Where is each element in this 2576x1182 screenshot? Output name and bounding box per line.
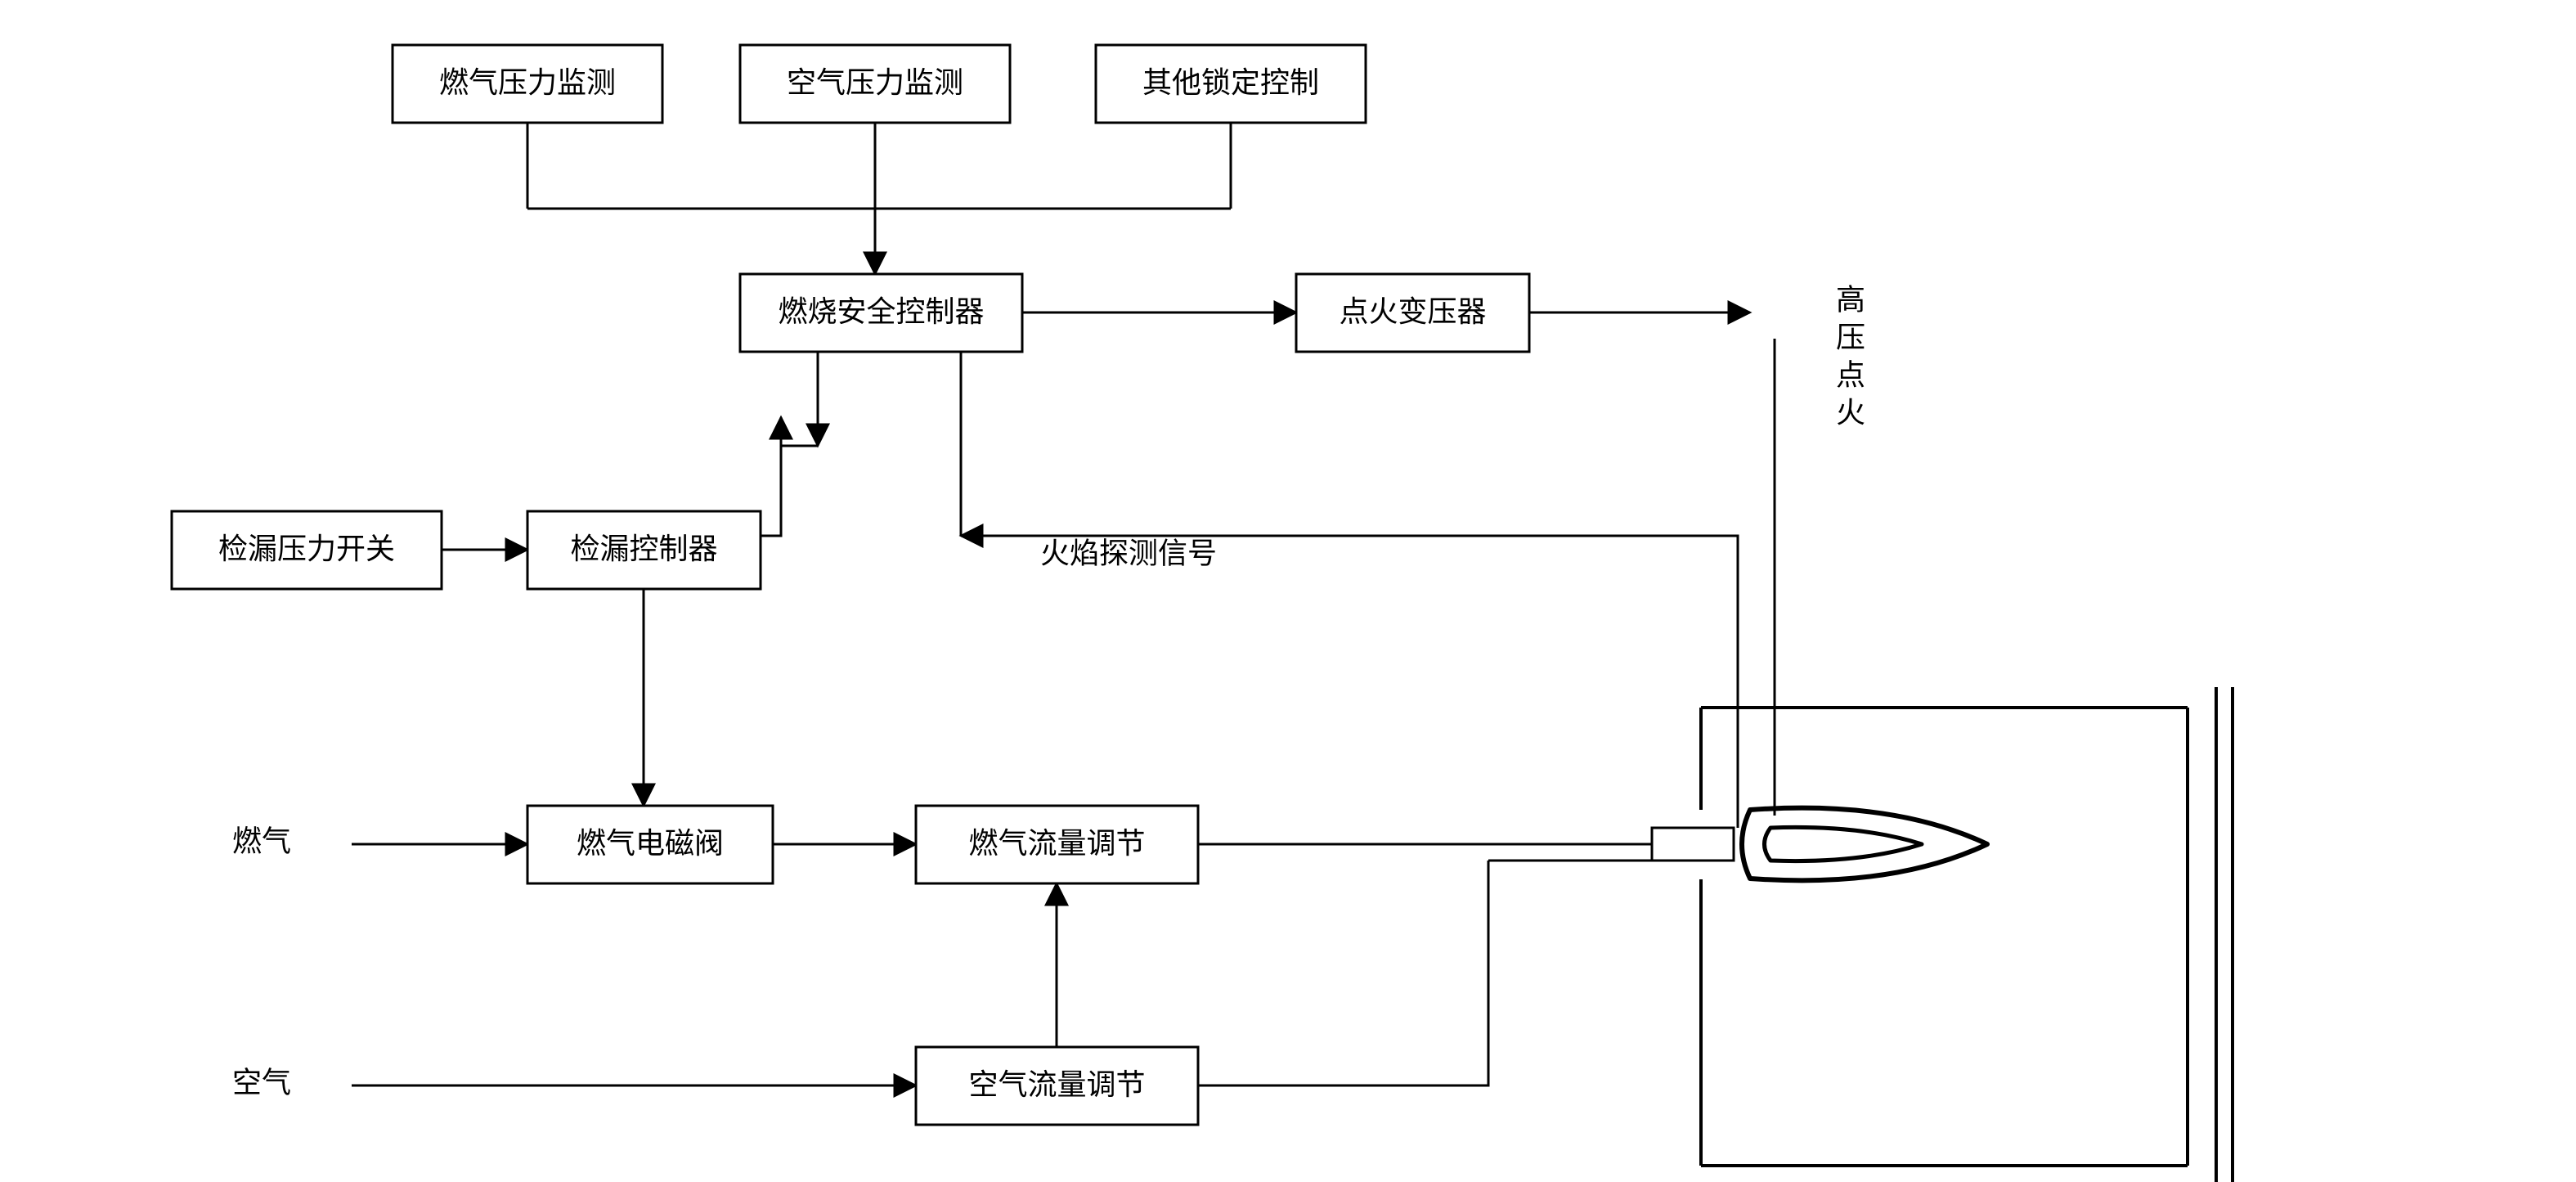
node-label-gas_valve: 燃气电磁阀 xyxy=(577,827,724,860)
node-label-leak_ctrl: 检漏控制器 xyxy=(570,533,717,565)
node-label-leak_switch: 检漏压力开关 xyxy=(218,533,395,565)
free-label-hv_ign-3: 火 xyxy=(1836,396,1865,429)
edge-leak-horiz-join xyxy=(761,511,781,536)
node-label-igniter: 点火变压器 xyxy=(1339,295,1486,328)
flame-inner xyxy=(1765,827,1923,861)
free-label-hv_ign-0: 高 xyxy=(1836,283,1865,316)
node-label-other_lock: 其他锁定控制 xyxy=(1142,66,1319,99)
node-label-safety: 燃烧安全控制器 xyxy=(778,295,984,328)
node-label-air_press: 空气压力监测 xyxy=(787,66,963,99)
burner-pipe xyxy=(1652,828,1734,861)
free-label-hv_ign-2: 点 xyxy=(1836,358,1865,391)
node-label-gas_flow: 燃气流量调节 xyxy=(968,827,1145,860)
flame-outer xyxy=(1742,808,1987,881)
free-label-hv_ign-1: 压 xyxy=(1836,321,1865,353)
node-label-air_flow: 空气流量调节 xyxy=(968,1068,1145,1101)
flowchart-canvas: 燃气压力监测 空气压力监测 其他锁定控制燃烧安全控制器 点火变压器检漏压力开关 检漏控制… xyxy=(0,0,2576,1182)
free-label-flame_sig: 火焰探测信号 xyxy=(1040,537,1217,569)
free-label-gas_in: 燃气 xyxy=(232,825,291,857)
node-label-gas_press: 燃气压力监测 xyxy=(439,66,616,99)
edge-airflow-to-burner xyxy=(1198,861,1488,1085)
edge-flamesig-horiz xyxy=(961,536,1738,828)
free-label-air_in: 空气 xyxy=(232,1066,291,1099)
